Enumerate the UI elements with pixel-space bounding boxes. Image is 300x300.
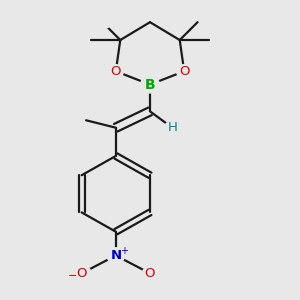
Text: O: O <box>111 65 121 78</box>
Ellipse shape <box>72 266 91 281</box>
Ellipse shape <box>176 65 192 78</box>
Ellipse shape <box>108 65 124 78</box>
Ellipse shape <box>94 16 111 29</box>
Text: O: O <box>76 267 87 280</box>
Text: O: O <box>179 65 189 78</box>
Text: H: H <box>167 121 177 134</box>
Ellipse shape <box>142 267 158 280</box>
Text: +: + <box>120 246 128 256</box>
Text: O: O <box>145 267 155 280</box>
Text: B: B <box>145 78 155 92</box>
Ellipse shape <box>140 76 160 93</box>
Text: N: N <box>110 249 122 262</box>
Ellipse shape <box>107 248 125 263</box>
Text: −: − <box>68 271 77 281</box>
Ellipse shape <box>165 121 180 134</box>
